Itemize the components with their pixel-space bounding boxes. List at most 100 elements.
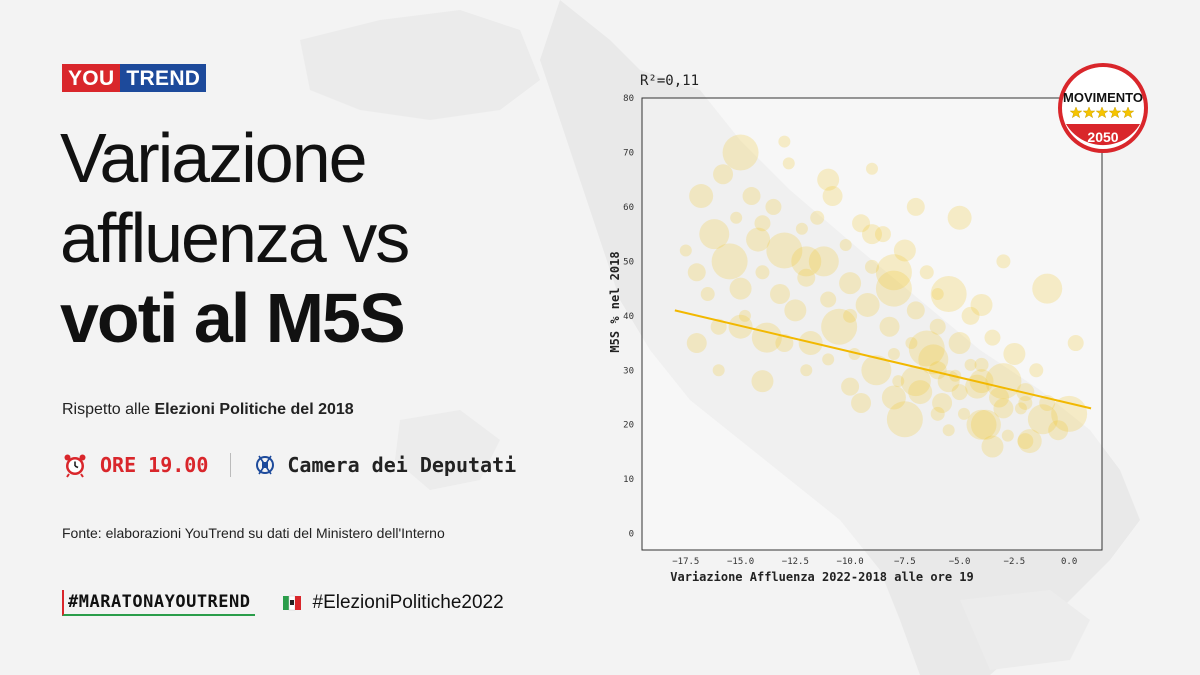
- subtitle-bold: Elezioni Politiche del 2018: [154, 401, 354, 418]
- data-point: [839, 239, 852, 252]
- data-point: [729, 277, 752, 300]
- data-point: [900, 366, 931, 397]
- data-point: [947, 205, 972, 230]
- data-point: [861, 355, 892, 386]
- data-point: [961, 306, 980, 325]
- data-point: [906, 301, 925, 320]
- data-point: [930, 276, 967, 313]
- data-point: [905, 337, 918, 350]
- y-tick-label: 10: [623, 475, 634, 485]
- data-point: [765, 198, 782, 215]
- data-point: [996, 254, 1011, 269]
- x-tick-label: −12.5: [782, 557, 809, 567]
- data-point: [932, 392, 953, 413]
- alarm-clock-icon: [64, 454, 86, 478]
- data-point: [711, 243, 748, 280]
- data-point: [951, 384, 968, 401]
- data-point: [841, 377, 860, 396]
- italy-flag-icon: [282, 595, 301, 611]
- data-point: [908, 380, 933, 405]
- data-point: [892, 375, 905, 388]
- m5s-party-logo: MOVIMENTO 2050: [1058, 63, 1148, 153]
- data-point: [795, 222, 808, 235]
- hashtag-elezioni[interactable]: #ElezioniPolitiche2022: [312, 592, 504, 613]
- data-point: [958, 407, 970, 420]
- data-point: [722, 134, 759, 171]
- data-point: [887, 347, 900, 360]
- data-point: [848, 347, 861, 360]
- data-point: [993, 398, 1014, 419]
- data-point: [797, 268, 816, 287]
- data-point: [974, 357, 989, 372]
- title-line-3: voti al M5S: [60, 279, 406, 357]
- data-point: [919, 265, 934, 280]
- data-point: [1017, 429, 1042, 454]
- data-point: [875, 270, 912, 307]
- y-tick-label: 0: [629, 530, 634, 540]
- data-point: [778, 135, 791, 148]
- data-point: [784, 299, 807, 322]
- x-tick-label: −15.0: [727, 557, 754, 567]
- data-point: [766, 232, 803, 269]
- data-point: [1018, 395, 1033, 410]
- data-point: [820, 291, 837, 308]
- data-point: [1003, 342, 1026, 365]
- m5s-logo-year: 2050: [1087, 129, 1118, 145]
- data-point: [1067, 335, 1084, 352]
- y-tick-label: 60: [623, 203, 634, 213]
- data-point: [852, 214, 871, 233]
- data-point: [931, 288, 944, 301]
- data-point: [742, 187, 761, 206]
- data-point: [713, 164, 734, 185]
- data-point: [881, 385, 906, 410]
- data-point: [817, 168, 840, 191]
- data-point: [754, 215, 771, 232]
- data-point: [948, 332, 971, 355]
- data-point: [808, 246, 839, 277]
- y-tick-label: 80: [623, 94, 634, 104]
- hashtag-maratona[interactable]: #MARATONAYOUTREND: [62, 590, 255, 616]
- y-tick-label: 50: [623, 257, 634, 267]
- data-point: [851, 392, 872, 413]
- data-point: [865, 259, 879, 274]
- data-point: [989, 387, 1010, 408]
- hashtag-row: #MARATONAYOUTREND #ElezioniPolitiche2022: [62, 589, 504, 617]
- data-point: [686, 333, 707, 354]
- data-point: [687, 263, 706, 282]
- data-point: [822, 186, 843, 207]
- x-tick-label: −5.0: [949, 557, 971, 567]
- data-point: [738, 309, 751, 322]
- x-tick-label: −7.5: [894, 557, 916, 567]
- logo-you: YOU: [62, 64, 121, 92]
- subtitle-prefix: Rispetto alle: [62, 401, 155, 418]
- data-point: [821, 308, 858, 345]
- data-point: [966, 409, 997, 440]
- title-line-2: affluenza vs: [60, 199, 410, 277]
- data-point: [855, 292, 880, 317]
- data-point: [875, 254, 912, 291]
- plot-frame: [641, 97, 1103, 551]
- data-point: [1029, 363, 1044, 378]
- data-point: [710, 318, 727, 335]
- trend-line: [674, 309, 1092, 410]
- time-label: ORE 19.00: [100, 453, 209, 477]
- data-point: [843, 308, 858, 323]
- data-point: [866, 162, 878, 175]
- data-point: [862, 224, 882, 245]
- data-point: [918, 344, 949, 375]
- data-point: [906, 197, 925, 216]
- data-point: [886, 401, 923, 438]
- y-tick-label: 70: [623, 148, 634, 158]
- data-point: [822, 353, 835, 366]
- data-point: [810, 210, 825, 225]
- x-tick-label: −2.5: [1004, 557, 1026, 567]
- x-axis-label: Variazione Affluenza 2022-2018 alle ore …: [670, 570, 973, 584]
- y-tick-label: 40: [623, 312, 634, 322]
- data-point: [775, 334, 794, 353]
- data-point: [969, 369, 994, 394]
- data-point: [930, 406, 945, 421]
- y-tick-label: 30: [623, 366, 634, 376]
- x-tick-label: −17.5: [672, 557, 699, 567]
- data-point: [1048, 420, 1069, 441]
- data-point: [893, 239, 916, 262]
